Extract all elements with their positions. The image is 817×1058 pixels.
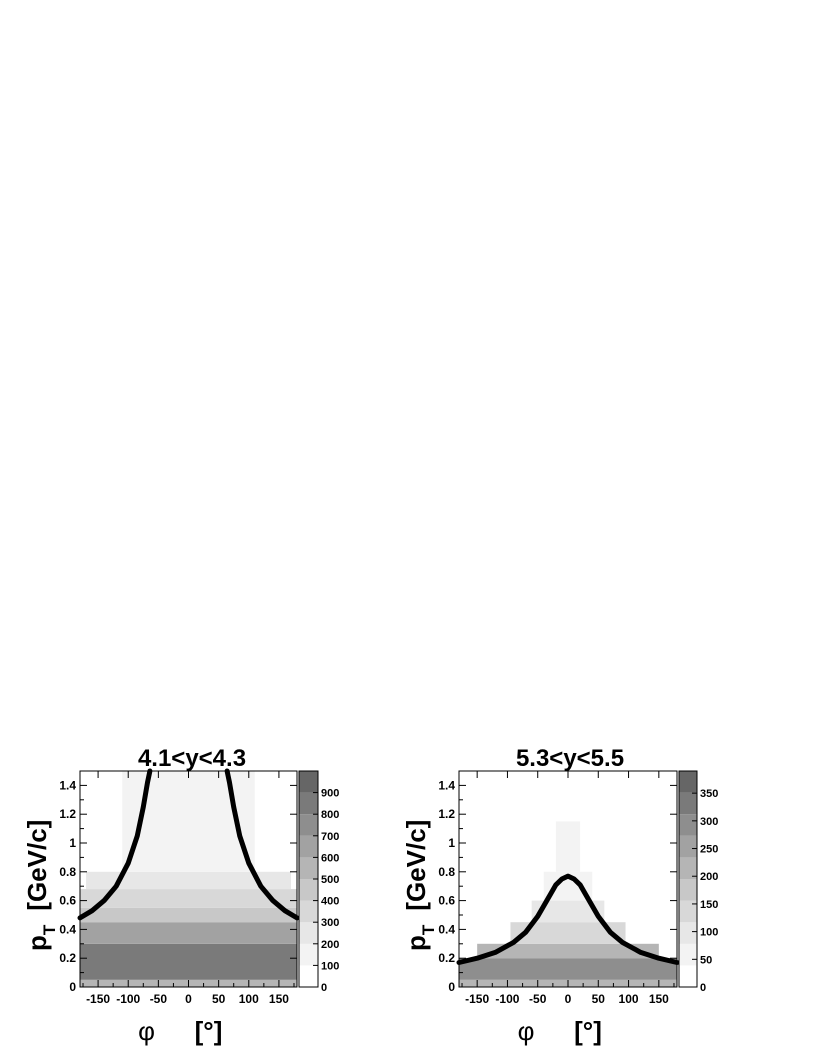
colorbar-band [299, 922, 318, 944]
colorbar-band [299, 792, 318, 815]
colorbar-band [299, 771, 318, 793]
colorbar-band [679, 857, 697, 879]
colorbar-tick-label: 300 [321, 917, 339, 929]
x-tick-label: -100 [495, 992, 519, 1006]
y-tick-label: 0.2 [59, 951, 76, 965]
colorbar-band [299, 857, 318, 879]
y-tick-label: 0.6 [438, 894, 455, 908]
y-axis-label: pT [GeV/c] [401, 820, 438, 951]
density-region [555, 821, 581, 872]
right-panel: -150 -100 -50 0 50 100 150 0 0.2 0.4 0.6 0.8 1 1.2 1.4… [401, 745, 718, 1046]
x-tick-label: -100 [116, 992, 140, 1006]
x-tick-label: 150 [649, 992, 669, 1006]
colorbar-tick-label: 100 [700, 927, 718, 939]
x-tick-label: 0 [565, 992, 572, 1006]
colorbar-tick-label: 600 [321, 852, 339, 864]
y-tick-label: 1.4 [59, 778, 76, 792]
y-axis-label-unit: [GeV/c] [401, 820, 431, 911]
density-region [80, 943, 297, 980]
colorbar-tick-label: 50 [700, 954, 712, 966]
x-axis-label-phi: φ [138, 1016, 155, 1046]
colorbar-band [679, 771, 697, 793]
cut-curve-line [456, 873, 680, 965]
y-tick-label: 0.4 [438, 922, 455, 936]
colorbar-band [679, 922, 697, 944]
colorbar-tick-label: 400 [321, 896, 339, 908]
colorbar-tick-label: 700 [321, 831, 339, 843]
colorbar-band [679, 879, 697, 901]
colorbar-tick-label: 250 [700, 844, 718, 856]
y-axis-label-subscript: T [419, 924, 438, 935]
x-tick-label: 100 [619, 992, 639, 1006]
x-axis-label-phi: φ [518, 1016, 535, 1046]
x-tick-label: 100 [239, 992, 259, 1006]
colorbar-tick-label: 150 [700, 899, 718, 911]
colorbar-band [299, 965, 318, 987]
y-tick-label: 1 [69, 836, 76, 850]
x-tick-label: -150 [86, 992, 110, 1006]
density-region [80, 922, 297, 944]
x-axis-label-unit: [°] [574, 1016, 602, 1046]
colorbar-tick-label: 900 [321, 788, 339, 800]
colorbar-band [679, 835, 697, 858]
colorbar-band [679, 943, 697, 966]
y-tick-label: 1 [448, 836, 455, 850]
colorbar-tick-label: 350 [700, 788, 718, 800]
colorbar-tick-label: 300 [700, 816, 718, 828]
y-axis-label: pT [GeV/c] [22, 820, 59, 951]
y-axis-label-unit: [GeV/c] [22, 820, 52, 911]
y-tick-label: 0 [69, 980, 76, 994]
y-tick-label: 0.6 [59, 894, 76, 908]
x-tick-label: 150 [269, 992, 289, 1006]
density-region [86, 871, 291, 890]
y-tick-label: 0 [448, 980, 455, 994]
x-tick-label: -50 [529, 992, 547, 1006]
x-tick-label: 0 [185, 992, 192, 1006]
cut-curve-line [224, 768, 300, 921]
y-tick-label: 0.8 [59, 865, 76, 879]
colorbar-band [299, 879, 318, 901]
density-region [477, 943, 659, 959]
colorbar-tick-label: 200 [321, 939, 339, 951]
colorbar-tick-label: 100 [321, 960, 339, 972]
cut-curve-line [77, 768, 153, 921]
left-panel: -150 -100 -50 0 50 100 150 0 0.2 0.4 0.6 0.8 1 1.2 1.4… [22, 745, 339, 1046]
y-axis-label-subscript: T [40, 924, 59, 935]
colorbar-band [299, 900, 318, 923]
colorbar-tick-label: 0 [321, 982, 327, 994]
x-tick-label: -150 [465, 992, 489, 1006]
colorbar-tick-label: 800 [321, 809, 339, 821]
chart-title: 5.3<y<5.5 [516, 745, 624, 772]
y-axis-label-p: p [22, 935, 52, 951]
colorbar-tick-label: 500 [321, 874, 339, 886]
y-tick-label: 0.4 [59, 922, 76, 936]
y-axis-label-p: p [401, 935, 431, 951]
y-tick-label: 1.2 [59, 807, 76, 821]
density-region [510, 922, 626, 944]
colorbar-band [679, 900, 697, 923]
colorbar-tick-label: 0 [700, 982, 706, 994]
y-tick-label: 1.2 [438, 807, 455, 821]
colorbar-band [679, 792, 697, 815]
chart-title: 4.1<y<4.3 [138, 745, 246, 772]
colorbar-band [299, 814, 318, 836]
colorbar-tick-label: 200 [700, 871, 718, 883]
density-region [80, 889, 297, 908]
colorbar-frame [678, 770, 698, 988]
colorbar-band [679, 814, 697, 836]
colorbar-band [299, 835, 318, 858]
x-tick-label: -50 [150, 992, 168, 1006]
y-tick-label: 0.2 [438, 951, 455, 965]
y-tick-label: 1.4 [438, 778, 455, 792]
y-tick-label: 0.8 [438, 865, 455, 879]
x-tick-label: 50 [212, 992, 226, 1006]
density-region [80, 907, 297, 923]
density-region [459, 958, 677, 980]
x-axis-label-unit: [°] [195, 1016, 223, 1046]
colorbar-band [299, 943, 318, 966]
x-tick-label: 50 [592, 992, 606, 1006]
colorbar-band [679, 965, 697, 987]
density-region [531, 900, 605, 923]
